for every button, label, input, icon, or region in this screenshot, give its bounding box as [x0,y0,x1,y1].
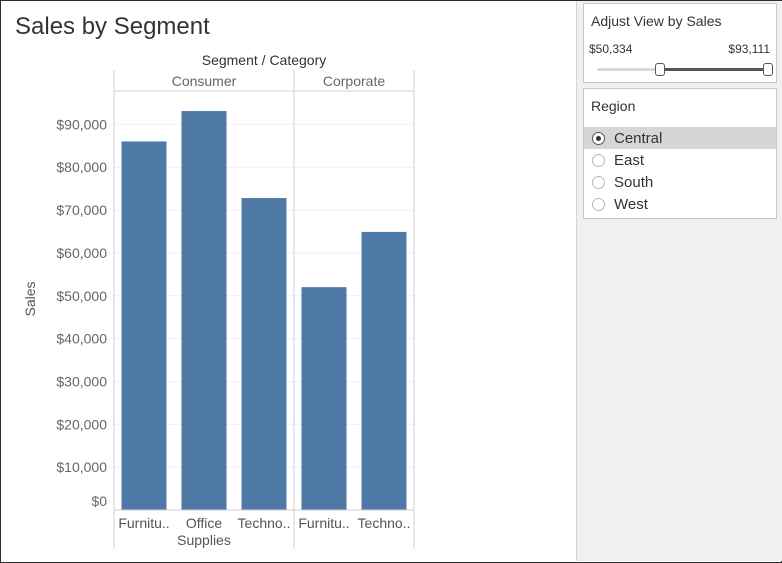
dashboard-title: Sales by Segment [15,13,210,40]
bar-consumer-0[interactable] [121,141,167,511]
region-option-south[interactable]: South [584,171,776,193]
x-tick-label: Furnitu.. [298,515,349,531]
y-tick-label: $20,000 [56,416,107,432]
sales-slider-track[interactable] [597,63,773,76]
filter-sidebar: Adjust View by Sales $50,334 $93,111 Reg… [576,1,782,561]
region-option-west[interactable]: West [584,193,776,215]
bar-corporate-0[interactable] [301,287,347,510]
x-tick-label: Techno.. [358,515,411,531]
y-tick-label: $80,000 [56,159,107,175]
y-tick-label: $70,000 [56,202,107,218]
y-tick-label: $10,000 [56,459,107,475]
radio-button-icon[interactable] [592,197,605,211]
region-filter: Region Central East South West [583,88,777,219]
region-option-label: West [614,195,648,213]
x-tick-label: Furnitu.. [118,515,169,531]
radio-button-icon[interactable] [592,153,605,167]
sales-slider-min-handle[interactable] [655,63,666,76]
region-option-label: Central [614,129,663,147]
x-tick-label: Office [186,515,223,531]
y-tick-label: $0 [91,493,107,509]
radio-button-icon[interactable] [592,175,605,189]
sales-max-value: $93,111 [728,42,770,56]
sales-slider-range [660,68,768,71]
y-tick-label: $90,000 [56,116,107,132]
bar-corporate-1[interactable] [361,231,407,510]
segment-header-consumer: Consumer [172,73,237,89]
bar-consumer-2[interactable] [241,198,287,510]
x-tick-label: Supplies [177,532,231,548]
sales-min-value: $50,334 [589,42,633,56]
bar-consumer-1[interactable] [181,111,227,510]
region-option-label: South [614,173,654,191]
y-tick-label: $40,000 [56,331,107,347]
segment-header-corporate: Corporate [323,73,385,89]
radio-button-icon[interactable] [592,131,605,145]
region-options: Central East South West [584,127,776,215]
x-tick-label: Techno.. [238,515,291,531]
y-tick-label: $50,000 [56,288,107,304]
sales-range-filter: Adjust View by Sales $50,334 $93,111 [583,3,777,83]
sales-slider-max-handle[interactable] [763,63,773,76]
sales-bar-chart: $0 $10,000 $20,000 $30,000 $40,000 $50,000 $60… [56,70,415,549]
region-option-east[interactable]: East [584,149,776,171]
sales-filter-title: Adjust View by Sales [591,13,722,29]
segment-category-header: Segment / Category [201,52,327,68]
y-tick-label: $30,000 [56,373,107,389]
region-option-central[interactable]: Central [584,127,776,149]
region-filter-title: Region [591,98,636,114]
region-option-label: East [614,151,645,169]
y-tick-label: $60,000 [56,245,107,261]
